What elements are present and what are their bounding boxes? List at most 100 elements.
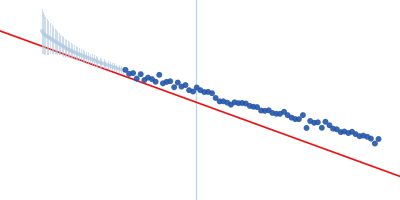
Point (81, 55, 88, 58)
Point (120, 69, 126, 72)
Point (368, 137, 374, 140)
Point (322, 120, 329, 123)
Point (231, 101, 238, 104)
Point (59, 44, 65, 47)
Point (178, 85, 185, 88)
Point (126, 72, 132, 75)
Point (375, 137, 382, 141)
Point (224, 101, 230, 104)
Point (60, 45, 66, 48)
Point (102, 63, 109, 66)
Point (220, 100, 226, 103)
Point (360, 134, 366, 137)
Point (254, 106, 260, 109)
Point (330, 127, 336, 130)
Point (319, 126, 325, 129)
Point (39, 29, 45, 33)
Point (113, 66, 120, 70)
Point (190, 90, 196, 93)
Point (145, 76, 151, 79)
Point (100, 62, 107, 65)
Point (96, 61, 103, 64)
Point (79, 54, 86, 57)
Point (247, 104, 253, 108)
Point (138, 73, 144, 76)
Point (42, 34, 49, 37)
Point (74, 52, 80, 55)
Point (352, 133, 359, 136)
Point (235, 102, 242, 105)
Point (356, 135, 363, 138)
Point (78, 53, 84, 57)
Point (52, 40, 59, 43)
Point (134, 77, 140, 80)
Point (315, 121, 321, 124)
Point (269, 111, 276, 115)
Point (303, 126, 310, 130)
Point (111, 66, 117, 69)
Point (163, 80, 170, 83)
Point (258, 109, 264, 112)
Point (68, 49, 74, 52)
Point (66, 48, 72, 51)
Point (62, 46, 68, 49)
Point (104, 63, 111, 67)
Point (91, 58, 97, 62)
Point (281, 110, 287, 113)
Point (209, 92, 215, 95)
Point (243, 102, 249, 105)
Point (69, 50, 76, 53)
Point (109, 65, 115, 68)
Point (349, 130, 355, 133)
Point (51, 39, 58, 43)
Point (300, 114, 306, 117)
Point (45, 36, 52, 39)
Point (228, 103, 234, 106)
Point (87, 57, 93, 60)
Point (307, 119, 313, 123)
Point (296, 118, 302, 121)
Point (186, 89, 192, 92)
Point (197, 89, 204, 92)
Point (345, 131, 352, 135)
Point (47, 37, 53, 40)
Point (182, 83, 189, 87)
Point (171, 86, 177, 89)
Point (64, 47, 71, 51)
Point (115, 67, 122, 70)
Point (194, 86, 200, 89)
Point (266, 109, 272, 112)
Point (364, 135, 370, 138)
Point (273, 112, 280, 115)
Point (167, 80, 173, 83)
Point (56, 42, 62, 45)
Point (262, 109, 268, 112)
Point (94, 60, 101, 63)
Point (41, 33, 48, 36)
Point (156, 73, 162, 76)
Point (98, 61, 105, 65)
Point (48, 37, 55, 41)
Point (239, 101, 245, 105)
Point (83, 55, 89, 59)
Point (160, 82, 166, 85)
Point (89, 58, 95, 61)
Point (175, 81, 181, 84)
Point (107, 64, 113, 67)
Point (292, 117, 298, 121)
Point (152, 80, 159, 83)
Point (57, 43, 64, 46)
Point (338, 131, 344, 134)
Point (311, 121, 317, 124)
Point (92, 59, 99, 62)
Point (216, 100, 223, 103)
Point (76, 53, 82, 56)
Point (284, 114, 291, 117)
Point (122, 68, 129, 71)
Point (130, 72, 136, 75)
Point (149, 78, 155, 81)
Point (71, 50, 77, 54)
Point (277, 112, 283, 115)
Point (40, 31, 46, 34)
Point (250, 105, 257, 108)
